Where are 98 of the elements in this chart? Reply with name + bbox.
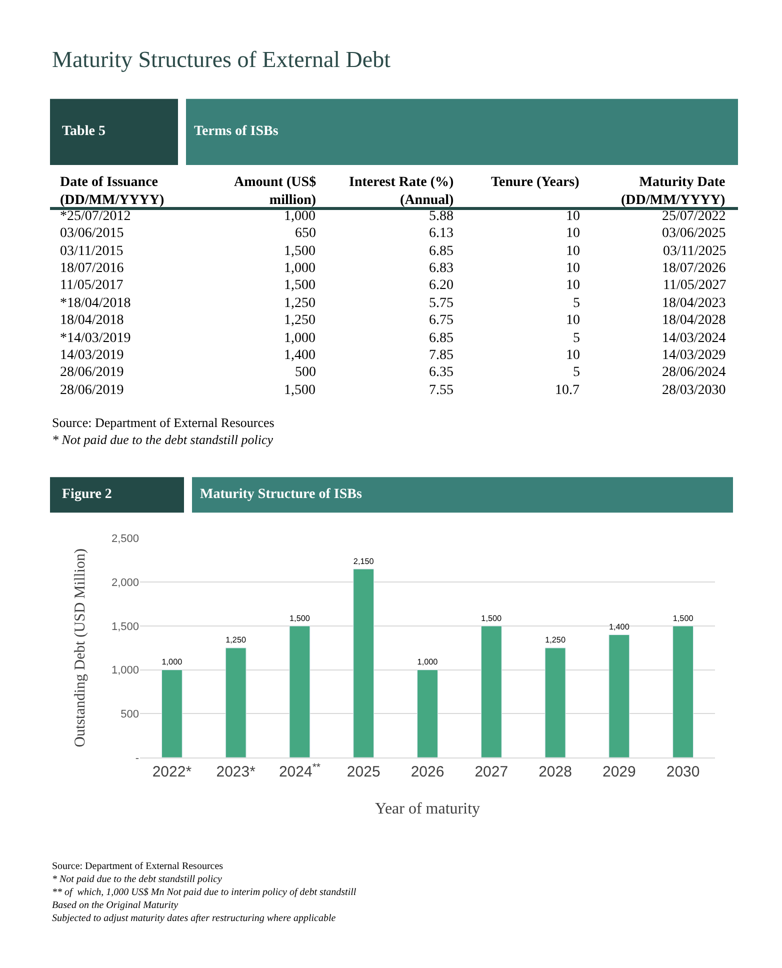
text: 6.13 [429,226,454,241]
text: 6.85 [429,331,454,346]
text: 18/07/2026 [662,261,726,276]
text: 14/03/2029 [662,348,726,363]
text: 03/11/2025 [663,244,726,259]
y-tick-label: - [135,752,140,764]
category-label: Amount (US$ million) [234,175,316,208]
text: 1,500 [284,244,316,259]
x-tick-label: 2023* [216,764,256,781]
chart-subtitle: Maturity Structure of ISBs [200,487,362,502]
text: *25/07/2012 [60,209,131,224]
text: 18/04/2023 [662,296,726,311]
text: 10 [566,244,580,259]
text: 6.20 [429,278,454,293]
text: 28/06/2024 [662,365,726,380]
x-tick-label: 2027 [474,764,508,781]
x-tick-label: 2025 [346,764,380,781]
text: 11/05/2017 [60,278,124,293]
text: 5 [573,331,580,346]
y-axis-title: Outstanding Debt (USD Million) [72,548,89,748]
text: Maturity Structures of External Debt [52,47,392,72]
bar [289,626,310,758]
text: 25/07/2022 [662,209,726,224]
text: 500 [295,365,316,380]
y-tick-label: 2,000 [111,577,139,590]
category-label: Interest Rate (%) (Annual) [349,175,454,208]
text: Based on the Original Maturity [52,900,179,911]
text: 10 [566,348,580,363]
text: * Not paid due to the debt standstill policy [52,874,223,885]
text: 10 [566,261,580,276]
bar [161,670,182,758]
text: 5 [573,365,580,380]
text: ** of which, 1,000 US$ Mn Not paid due to interim policy of debt standstill [52,887,356,898]
text: 11/05/2027 [663,278,726,293]
bar [480,626,502,758]
source-note: Source: Department of External Resources [52,861,224,872]
text: 03/11/2015 [60,244,124,259]
y-tick-label: 500 [120,708,139,721]
text: 1,000 [284,261,316,276]
x-tick-label: 2026 [410,764,444,781]
text: 6.83 [429,261,454,276]
text: Terms of ISBs [194,124,279,139]
bar [544,648,566,758]
y-tick-label: 2,500 [111,533,139,546]
bar [608,634,630,758]
chart-title: Figure 2 [62,487,112,502]
x-tick-label: 2030 [666,764,700,781]
text: 5.75 [429,296,454,311]
bar [225,648,246,758]
y-tick-label: 1,000 [111,664,139,677]
bar [672,626,694,758]
text: 18/07/2016 [60,261,124,276]
text: 18/04/2018 [60,313,124,328]
text: 5.88 [429,209,454,224]
text: 7.85 [429,348,454,363]
text: 10 [566,209,580,224]
text: 1,500 [284,278,316,293]
text: 6.85 [429,244,454,259]
x-tick-label: 2029 [602,764,636,781]
text: 14/03/2024 [662,331,726,346]
text: *18/04/2018 [60,296,131,311]
x-tick-label: 2022* [152,764,192,781]
x-tick-label: 2028 [538,764,572,781]
category-label: Tenure (Years) [491,175,580,190]
bar [353,568,374,758]
text: 1,000 [284,331,316,346]
text: Subjected to adjust maturity dates after restructuring where applicable [52,913,336,924]
text: 28/06/2019 [60,383,124,398]
text: *14/03/2019 [60,331,131,346]
text: 28/06/2019 [60,365,124,380]
text: 1,000 [284,209,316,224]
y-tick-label: 1,500 [111,620,139,633]
text: 10 [566,313,580,328]
text: 10.7 [555,383,580,398]
x-axis-title: Year of maturity [374,800,480,818]
text: 7.55 [429,383,454,398]
text: 18/04/2028 [662,313,726,328]
text: 6.35 [429,365,454,380]
text: 650 [295,226,316,241]
text: 03/06/2015 [60,226,124,241]
category-label: Maturity Date (DD/MM/YYYY) [621,175,726,208]
text: 1,400 [284,348,316,363]
text: 14/03/2019 [60,348,124,363]
text: 10 [566,278,580,293]
text: 1,250 [284,313,316,328]
text: 1,250 [284,296,316,311]
source-note: Source: Department of External Resources [52,415,274,430]
x-tick-label: 2024$^{**}$ [278,761,320,781]
text: Table 5 [62,124,106,139]
text: 28/03/2030 [662,383,726,398]
text: 5 [573,296,580,311]
category-label: Date of Issuance (DD/MM/YYYY) [60,175,165,208]
bar [417,670,438,758]
text: 10 [566,226,580,241]
text: 03/06/2025 [662,226,726,241]
text: 6.75 [429,313,454,328]
text: * Not paid due to the debt standstill policy [52,432,274,447]
text: 1,500 [284,383,316,398]
